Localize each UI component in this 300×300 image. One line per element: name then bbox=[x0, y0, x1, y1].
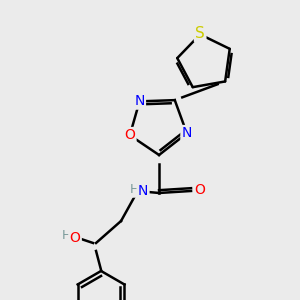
Text: S: S bbox=[195, 26, 205, 41]
Text: H: H bbox=[61, 230, 71, 242]
Text: O: O bbox=[124, 128, 135, 142]
Text: N: N bbox=[182, 126, 192, 140]
Text: N: N bbox=[138, 184, 148, 198]
Text: H: H bbox=[129, 184, 139, 196]
Text: O: O bbox=[195, 183, 206, 197]
Text: N: N bbox=[134, 94, 145, 108]
Text: O: O bbox=[70, 231, 80, 245]
